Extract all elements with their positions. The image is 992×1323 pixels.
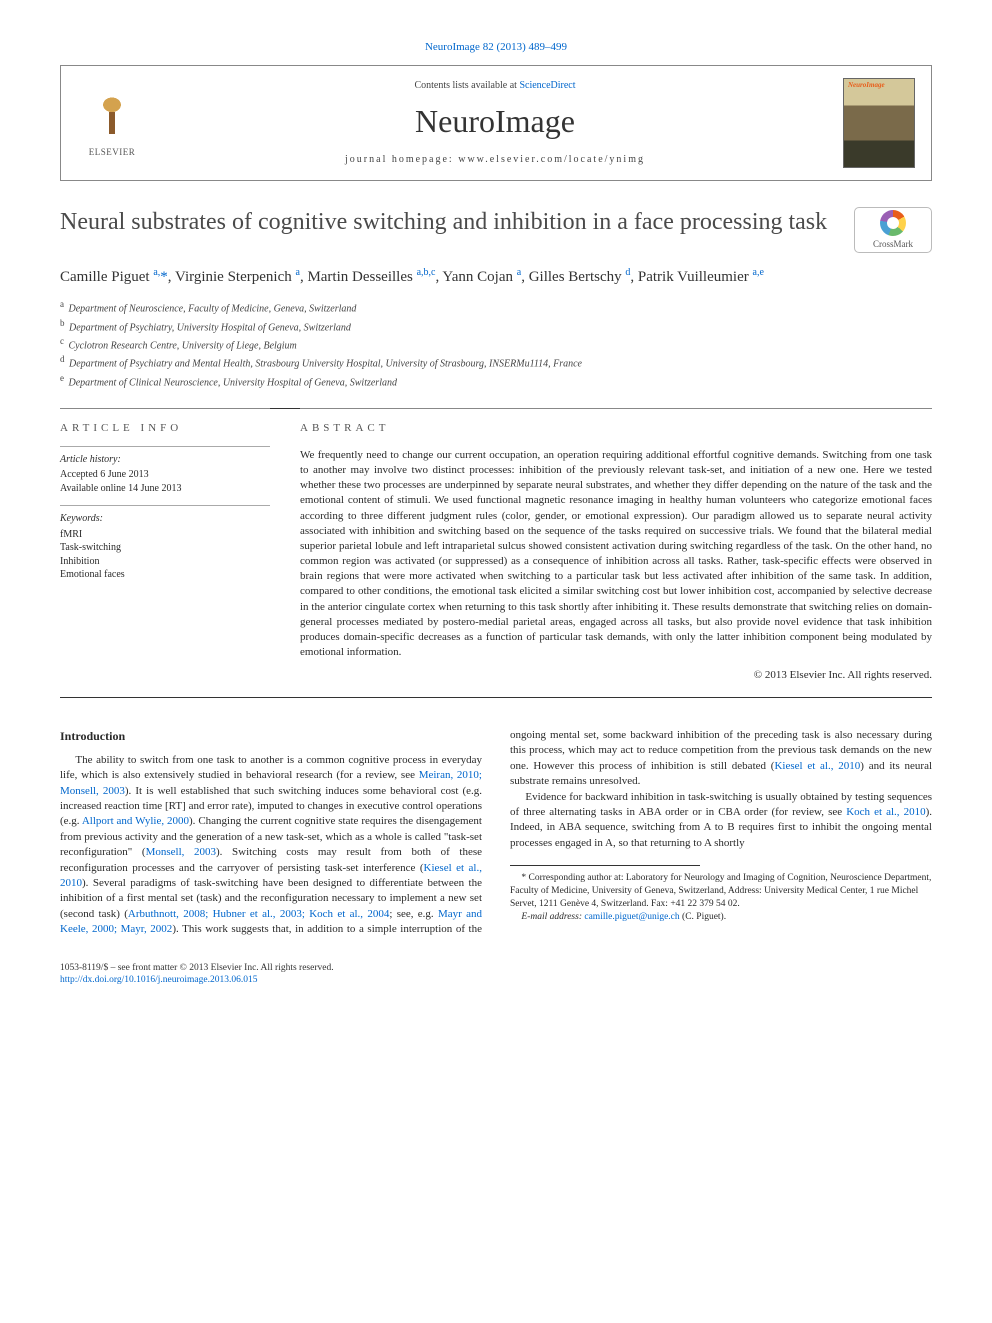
- doi-link[interactable]: http://dx.doi.org/10.1016/j.neuroimage.2…: [60, 975, 257, 985]
- elsevier-tree-icon: [87, 88, 137, 144]
- page-footer: 1053-8119/$ – see front matter © 2013 El…: [60, 962, 932, 988]
- contents-line: Contents lists available at ScienceDirec…: [147, 79, 843, 93]
- accepted-date: Accepted 6 June 2013: [60, 468, 270, 482]
- journal-cover-thumb: [843, 78, 915, 168]
- author-list: Camille Piguet a,*, Virginie Sterpenich …: [60, 265, 932, 289]
- ref-link[interactable]: Koch et al., 2010: [846, 806, 925, 818]
- ref-link[interactable]: Monsell, 2003: [146, 846, 216, 858]
- footnotes: * Corresponding author at: Laboratory fo…: [510, 872, 932, 923]
- journal-name: NeuroImage: [147, 100, 843, 143]
- intro-p2: Evidence for backward inhibition in task…: [510, 790, 932, 852]
- email-link[interactable]: camille.piguet@unige.ch: [584, 912, 679, 922]
- homepage-url[interactable]: www.elsevier.com/locate/ynimg: [458, 154, 645, 165]
- ref-link[interactable]: Allport and Wylie, 2000: [82, 815, 189, 827]
- abstract-head: abstract: [300, 409, 932, 446]
- ref-link[interactable]: Arbuthnott, 2008; Hubner et al., 2003; K…: [128, 908, 389, 920]
- journal-ref-link[interactable]: NeuroImage 82 (2013) 489–499: [425, 41, 567, 53]
- journal-header: ELSEVIER Contents lists available at Sci…: [60, 65, 932, 181]
- contents-prefix: Contents lists available at: [414, 80, 519, 91]
- abstract-column: abstract We frequently need to change ou…: [300, 408, 932, 683]
- body-columns: Introduction The ability to switch from …: [60, 728, 932, 937]
- crossmark-icon: [880, 210, 906, 236]
- keywords-head: Keywords:: [60, 512, 270, 526]
- article-info-head: article info: [60, 409, 270, 446]
- elsevier-logo: ELSEVIER: [77, 83, 147, 163]
- front-matter-line: 1053-8119/$ – see front matter © 2013 El…: [60, 962, 334, 975]
- email-line: E-mail address: camille.piguet@unige.ch …: [510, 911, 932, 924]
- homepage-prefix: journal homepage:: [345, 154, 458, 165]
- publisher-name: ELSEVIER: [89, 146, 136, 158]
- crossmark-label: CrossMark: [873, 238, 913, 250]
- sciencedirect-link[interactable]: ScienceDirect: [519, 80, 575, 91]
- abstract-copyright: © 2013 Elsevier Inc. All rights reserved…: [300, 668, 932, 683]
- history-head: Article history:: [60, 453, 270, 467]
- affiliations: a Department of Neuroscience, Faculty of…: [60, 298, 932, 390]
- article-title: Neural substrates of cognitive switching…: [60, 207, 854, 237]
- keywords-list: fMRITask-switchingInhibitionEmotional fa…: [60, 528, 270, 582]
- ref-link[interactable]: Kiesel et al., 2010: [774, 760, 860, 772]
- abstract-text: We frequently need to change our current…: [300, 446, 932, 660]
- journal-reference: NeuroImage 82 (2013) 489–499: [60, 40, 932, 55]
- introduction-head: Introduction: [60, 728, 482, 745]
- journal-homepage: journal homepage: www.elsevier.com/locat…: [147, 153, 843, 167]
- corresponding-author: * Corresponding author at: Laboratory fo…: [510, 872, 932, 910]
- article-info-column: article info Article history: Accepted 6…: [60, 408, 270, 683]
- crossmark-badge[interactable]: CrossMark: [854, 207, 932, 253]
- online-date: Available online 14 June 2013: [60, 482, 270, 496]
